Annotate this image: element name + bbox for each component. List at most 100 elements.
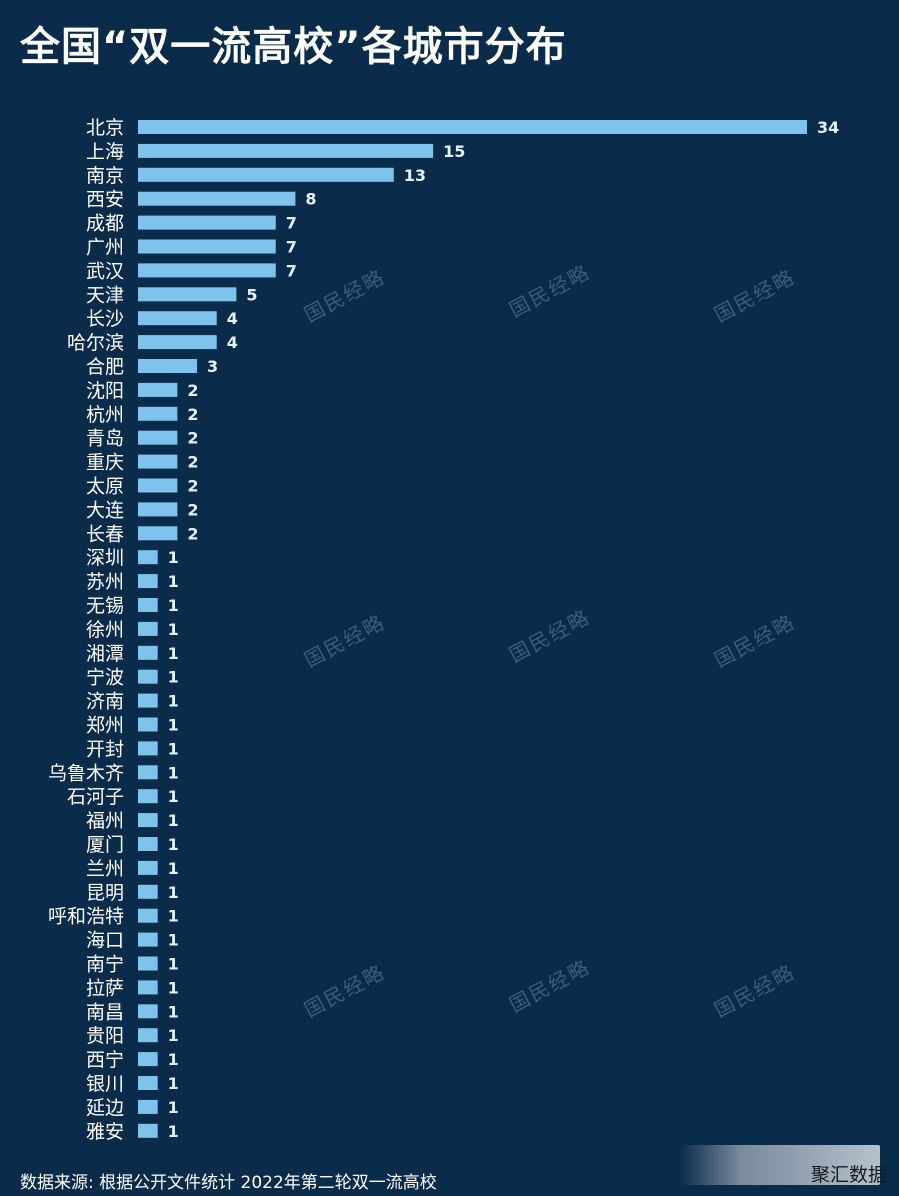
bar bbox=[138, 1028, 158, 1043]
bar bbox=[138, 598, 158, 612]
value-label: 1 bbox=[168, 1050, 179, 1069]
bar bbox=[138, 1052, 158, 1067]
chart-title: 全国“双一流高校”各城市分布 bbox=[20, 24, 567, 70]
value-label: 1 bbox=[168, 811, 179, 830]
value-label: 1 bbox=[168, 644, 179, 663]
category-label: 青岛 bbox=[86, 428, 124, 450]
value-label: 1 bbox=[168, 931, 179, 950]
bar bbox=[138, 980, 158, 995]
category-label: 银川 bbox=[86, 1073, 124, 1095]
bar bbox=[138, 932, 158, 947]
category-label: 长沙 bbox=[86, 308, 124, 330]
bar-chart: 北京 34 上海 15 南京 13 西安 8 成都 7 广州 7 武汉 7 天津 5 长沙 4 哈尔滨 4 合肥 3 沈阳 2… bbox=[48, 117, 839, 1143]
value-label: 13 bbox=[404, 166, 426, 185]
category-label: 兰州 bbox=[86, 858, 124, 880]
bar bbox=[138, 430, 178, 445]
value-label: 1 bbox=[168, 1074, 179, 1093]
value-label: 2 bbox=[187, 429, 198, 448]
value-label: 1 bbox=[168, 668, 179, 687]
category-label: 合肥 bbox=[86, 356, 124, 378]
category-label: 拉萨 bbox=[86, 977, 124, 999]
value-label: 2 bbox=[187, 524, 198, 543]
value-label: 1 bbox=[168, 763, 179, 782]
category-label: 深圳 bbox=[86, 547, 124, 569]
category-label: 天津 bbox=[86, 284, 124, 306]
bar bbox=[138, 263, 276, 278]
category-label: 北京 bbox=[86, 117, 124, 139]
category-label: 延边 bbox=[86, 1097, 124, 1119]
data-source-note: 数据来源: 根据公开文件统计 2022年第二轮双一流高校 bbox=[20, 1173, 437, 1193]
bar bbox=[138, 908, 158, 923]
bar bbox=[138, 717, 158, 732]
value-label: 7 bbox=[286, 261, 297, 280]
bar bbox=[138, 789, 158, 804]
bar bbox=[138, 1076, 158, 1090]
value-label: 8 bbox=[305, 190, 316, 209]
bar bbox=[138, 478, 178, 493]
bar bbox=[138, 813, 158, 828]
bar bbox=[138, 765, 158, 780]
category-label: 南昌 bbox=[86, 1001, 124, 1023]
value-label: 1 bbox=[168, 787, 179, 806]
value-label: 1 bbox=[168, 716, 179, 735]
category-label: 重庆 bbox=[86, 452, 124, 474]
value-label: 1 bbox=[168, 955, 179, 974]
value-label: 1 bbox=[168, 978, 179, 997]
bar bbox=[138, 526, 178, 541]
category-label: 徐州 bbox=[86, 619, 124, 641]
bar bbox=[138, 191, 296, 206]
value-label: 15 bbox=[443, 142, 465, 161]
category-label: 大连 bbox=[86, 499, 124, 521]
bar bbox=[138, 574, 158, 589]
value-label: 1 bbox=[168, 1098, 179, 1117]
brand-label: 聚汇数据 bbox=[810, 1164, 887, 1186]
bar bbox=[138, 1099, 158, 1114]
bar bbox=[138, 502, 178, 517]
bar bbox=[138, 741, 158, 756]
bar bbox=[138, 837, 158, 851]
bar bbox=[138, 645, 158, 660]
bar bbox=[138, 550, 158, 565]
category-label: 成都 bbox=[86, 213, 124, 235]
value-label: 5 bbox=[246, 285, 257, 304]
category-label: 南京 bbox=[86, 165, 124, 187]
category-label: 郑州 bbox=[86, 715, 124, 737]
value-label: 7 bbox=[286, 238, 297, 257]
category-label: 石河子 bbox=[67, 786, 124, 808]
category-label: 沈阳 bbox=[86, 380, 124, 402]
value-label: 7 bbox=[286, 214, 297, 233]
category-label: 南宁 bbox=[86, 954, 124, 976]
bar bbox=[138, 359, 198, 373]
bar bbox=[138, 215, 276, 230]
bar bbox=[138, 167, 394, 182]
category-label: 广州 bbox=[86, 237, 124, 259]
value-label: 2 bbox=[187, 381, 198, 400]
value-label: 1 bbox=[168, 883, 179, 902]
bar bbox=[138, 311, 217, 326]
brand-strip bbox=[680, 1145, 880, 1185]
value-label: 1 bbox=[168, 572, 179, 591]
value-label: 1 bbox=[168, 548, 179, 567]
bar bbox=[138, 1123, 158, 1138]
value-label: 1 bbox=[168, 1122, 179, 1141]
category-label: 宁波 bbox=[86, 667, 124, 689]
value-label: 1 bbox=[168, 1026, 179, 1045]
value-label: 4 bbox=[227, 333, 238, 352]
category-label: 哈尔滨 bbox=[67, 332, 124, 354]
value-label: 1 bbox=[168, 1002, 179, 1021]
value-label: 2 bbox=[187, 500, 198, 519]
bar bbox=[138, 239, 276, 254]
category-label: 苏州 bbox=[86, 571, 124, 593]
category-label: 上海 bbox=[86, 141, 124, 163]
bar bbox=[138, 287, 237, 302]
category-label: 无锡 bbox=[86, 595, 124, 617]
bar bbox=[138, 621, 158, 636]
category-label: 武汉 bbox=[86, 260, 124, 282]
category-label: 杭州 bbox=[86, 404, 124, 426]
value-label: 1 bbox=[168, 596, 179, 615]
category-label: 开封 bbox=[86, 738, 124, 760]
value-label: 2 bbox=[187, 477, 198, 496]
bar bbox=[138, 382, 178, 397]
bar bbox=[138, 860, 158, 875]
category-label: 西宁 bbox=[86, 1049, 124, 1071]
